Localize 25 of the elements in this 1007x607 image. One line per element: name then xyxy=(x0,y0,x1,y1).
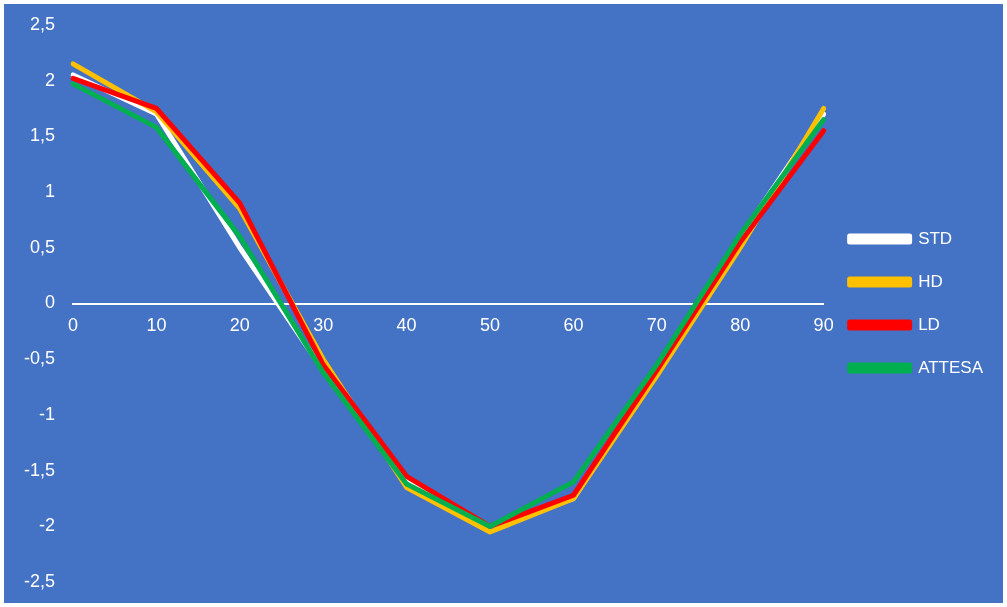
y-tick-label: -1,5 xyxy=(23,459,56,480)
x-tick-label: 0 xyxy=(68,315,79,336)
y-tick-label: 2,5 xyxy=(29,13,56,34)
y-tick-label: 1,5 xyxy=(29,125,56,146)
y-tick-label: 1 xyxy=(45,180,56,201)
legend-label: ATTESA xyxy=(918,357,984,377)
x-tick-label: 50 xyxy=(480,315,501,336)
x-tick-label: 80 xyxy=(730,315,751,336)
y-tick-label: -2 xyxy=(39,515,56,536)
x-tick-label: 90 xyxy=(813,315,834,336)
x-tick-label: 10 xyxy=(146,315,167,336)
x-tick-label: 40 xyxy=(396,315,417,336)
legend-label: HD xyxy=(918,271,943,291)
y-tick-label: 2 xyxy=(45,69,56,90)
y-tick-label: 0,5 xyxy=(29,236,56,257)
y-tick-label: -1 xyxy=(39,403,56,424)
y-tick-label: 0 xyxy=(45,292,56,313)
y-tick-label: -0,5 xyxy=(23,348,56,369)
legend-label: STD xyxy=(918,228,953,248)
legend-label: LD xyxy=(918,314,940,334)
y-tick-label: -2,5 xyxy=(23,571,56,592)
x-tick-label: 70 xyxy=(646,315,667,336)
x-tick-label: 20 xyxy=(229,315,250,336)
x-tick-label: 60 xyxy=(563,315,584,336)
x-tick-label: 30 xyxy=(313,315,334,336)
